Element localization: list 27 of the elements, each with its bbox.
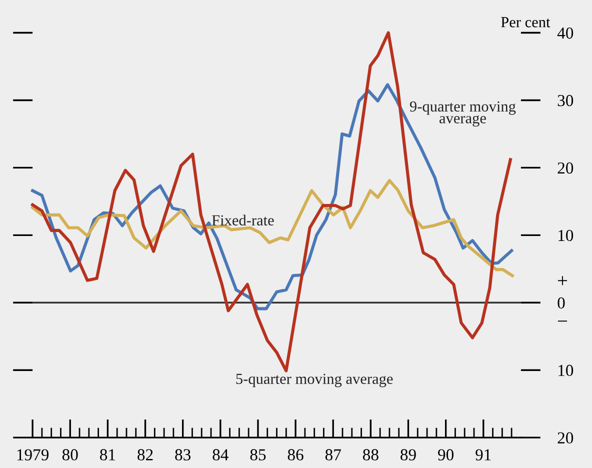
series-label: Fixed-rate xyxy=(212,214,274,226)
x-tick-label: 82 xyxy=(138,449,153,460)
x-tick-label: 81 xyxy=(100,449,116,460)
series-label: 5-quarter moving average xyxy=(236,374,393,388)
x-tick-label: 87 xyxy=(325,449,341,460)
y-tick-label: 10 xyxy=(558,230,574,242)
x-tick-label: 83 xyxy=(175,449,191,460)
x-tick-label: 88 xyxy=(362,449,378,460)
x-tick-label: 89 xyxy=(400,449,416,460)
x-tick-label: 86 xyxy=(288,449,304,460)
text: − xyxy=(558,320,568,322)
x-tick-label: 90 xyxy=(438,449,454,460)
x-tick-label: 1979 xyxy=(17,449,49,460)
x-tick-label: 91 xyxy=(476,449,491,460)
y-tick-label: 40 xyxy=(557,27,574,39)
y-tick-label: 20 xyxy=(558,162,574,174)
y-tick-label: 20 xyxy=(558,432,574,444)
x-tick-label: 85 xyxy=(250,449,266,460)
y-tick-label: 0 xyxy=(558,297,565,309)
text: + xyxy=(558,276,568,286)
x-tick-label: 80 xyxy=(62,449,78,460)
x-tick-label: 84 xyxy=(212,449,228,460)
y-tick-label: 10 xyxy=(558,364,574,376)
series-label: 9-quarter moving average xyxy=(410,101,516,127)
y-tick-label: 30 xyxy=(558,94,574,106)
line-series xyxy=(31,178,514,278)
y-axis-title: Per cent xyxy=(501,17,550,28)
